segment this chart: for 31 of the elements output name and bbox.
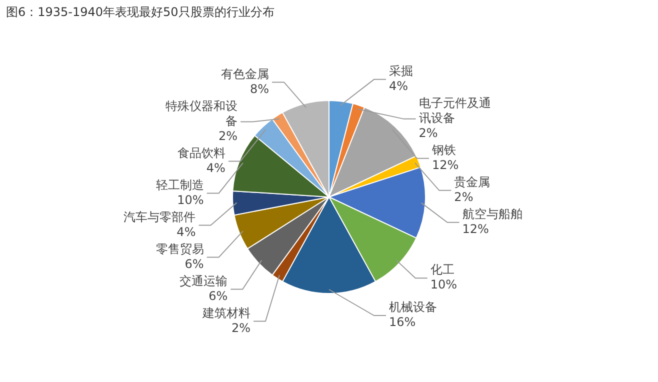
slice-label: 航空与船舶 [462,207,522,222]
data-label: 2% [231,320,251,335]
slice-label: 机械设备 [389,300,437,314]
data-label: 12% [432,158,459,172]
data-label: 2% [454,190,474,204]
slice-label: 特殊仪器和设备 [166,98,238,128]
slice-label: 零售贸易 [156,242,204,256]
data-label: 4% [176,224,196,239]
slice-label: 交通运输 [180,274,228,288]
slice-label: 食品饮料 [177,146,226,160]
data-label: 4% [389,79,408,94]
slice-label: 钢铁 [430,143,456,158]
slice-label: 建筑材料 [202,306,251,320]
data-label: 10% [430,278,458,292]
data-label: 2% [218,128,238,143]
data-label: 6% [208,288,228,303]
data-label: 2% [418,126,438,140]
slice-label: 汽车与零部件 [124,210,196,224]
slice-label: 轻工制造 [156,178,204,192]
slice-label: 电子元件及通讯设备 [418,96,491,126]
data-label: 6% [184,256,204,271]
chart-title: 图6：1935-1940年表现最好50只股票的行业分布 [5,4,276,21]
slice-label: 化工 [430,262,454,277]
slice-label: 贵金属 [454,175,490,190]
data-label: 16% [389,315,416,330]
data-label: 12% [462,222,489,236]
slice-label: 采掘 [389,64,413,78]
data-label: 10% [177,192,204,207]
data-label: 4% [206,160,226,175]
slice-label: 有色金属 [221,66,269,81]
data-label: 8% [250,82,269,96]
